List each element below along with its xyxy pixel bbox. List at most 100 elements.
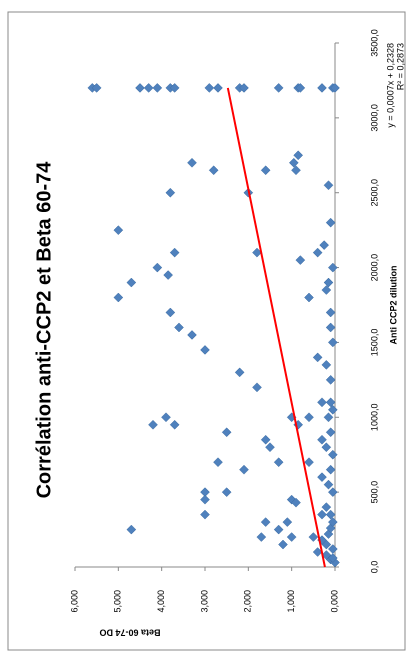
data-point bbox=[319, 240, 330, 250]
data-point bbox=[325, 217, 336, 228]
y-tick-label: 5,000 bbox=[113, 590, 123, 613]
x-tick-label: 2000,0 bbox=[369, 254, 379, 282]
x-tick-label: 2500,0 bbox=[369, 179, 379, 207]
data-point bbox=[152, 83, 163, 93]
data-point bbox=[312, 547, 323, 557]
data-point bbox=[321, 285, 332, 295]
data-point bbox=[213, 457, 223, 468]
data-point bbox=[304, 292, 314, 303]
data-point bbox=[187, 157, 197, 168]
data-point bbox=[152, 262, 163, 273]
data-point bbox=[312, 352, 323, 363]
data-point bbox=[273, 457, 284, 468]
data-point bbox=[200, 487, 210, 497]
y-tick-label: 0,000 bbox=[329, 590, 339, 613]
trend-r-squared: R² = 0,2873 bbox=[395, 43, 405, 90]
data-point bbox=[161, 412, 171, 423]
data-point bbox=[327, 404, 338, 415]
data-point bbox=[327, 487, 338, 497]
data-point bbox=[278, 539, 288, 550]
data-point bbox=[260, 434, 271, 445]
data-point bbox=[327, 553, 338, 563]
chart-title: Corrélation anti-CCP2 et Beta 60-74 bbox=[33, 161, 55, 499]
data-point bbox=[208, 165, 219, 176]
data-point bbox=[91, 83, 102, 93]
x-axis-title: Anti CCP2 dilution bbox=[388, 266, 398, 345]
data-point bbox=[304, 412, 314, 423]
data-point bbox=[265, 442, 275, 453]
data-point bbox=[126, 524, 137, 535]
data-point bbox=[317, 397, 327, 408]
data-point bbox=[288, 157, 299, 168]
data-point bbox=[273, 83, 284, 93]
data-point bbox=[325, 322, 336, 333]
data-point bbox=[260, 165, 271, 176]
data-point bbox=[312, 247, 323, 258]
data-point bbox=[169, 419, 180, 430]
data-point bbox=[234, 367, 245, 378]
data-point bbox=[273, 524, 284, 535]
data-point bbox=[239, 464, 249, 475]
data-point bbox=[321, 442, 332, 453]
data-point bbox=[325, 375, 336, 385]
data-point bbox=[295, 83, 306, 93]
x-tick-label: 1500,0 bbox=[369, 329, 379, 357]
data-point bbox=[321, 360, 332, 370]
y-tick-label: 6,000 bbox=[69, 590, 79, 613]
data-point bbox=[174, 322, 184, 333]
data-point bbox=[165, 187, 176, 198]
data-point bbox=[200, 494, 210, 505]
trend-line bbox=[226, 87, 326, 568]
data-point bbox=[317, 472, 327, 483]
data-point bbox=[135, 83, 145, 93]
data-point bbox=[295, 255, 306, 265]
data-point bbox=[260, 517, 271, 527]
chart-border bbox=[7, 11, 406, 651]
data-point bbox=[286, 532, 297, 542]
data-point bbox=[282, 517, 293, 527]
data-point bbox=[317, 434, 327, 445]
data-point bbox=[169, 247, 180, 258]
data-point bbox=[317, 83, 327, 93]
data-point bbox=[221, 427, 232, 438]
data-point bbox=[323, 479, 334, 490]
data-point bbox=[321, 502, 332, 512]
data-point bbox=[293, 150, 304, 161]
x-tick-label: 500,0 bbox=[369, 481, 379, 504]
data-point bbox=[113, 225, 124, 235]
y-tick-label: 3,000 bbox=[199, 590, 209, 613]
data-point bbox=[323, 277, 334, 288]
y-axis-title: Beta 60-74 DO bbox=[99, 628, 160, 638]
data-point bbox=[327, 337, 338, 348]
data-point bbox=[325, 464, 336, 475]
data-point bbox=[325, 397, 336, 408]
data-point bbox=[323, 180, 334, 191]
data-point bbox=[163, 270, 174, 280]
y-tick-label: 4,000 bbox=[156, 590, 166, 613]
data-point bbox=[200, 509, 210, 520]
data-point bbox=[126, 277, 137, 288]
x-tick-label: 3000,0 bbox=[369, 104, 379, 132]
x-tick-label: 1000,0 bbox=[369, 404, 379, 432]
data-point bbox=[327, 517, 338, 527]
data-point bbox=[113, 292, 124, 303]
x-tick-label: 3500,0 bbox=[369, 29, 379, 57]
data-point bbox=[317, 509, 327, 520]
data-point bbox=[213, 83, 223, 93]
data-point bbox=[239, 83, 249, 93]
data-point bbox=[148, 419, 158, 430]
data-point bbox=[256, 532, 267, 542]
data-point bbox=[252, 382, 262, 393]
data-point bbox=[169, 83, 180, 93]
data-point bbox=[308, 532, 319, 542]
data-point bbox=[304, 457, 314, 468]
data-point bbox=[327, 449, 338, 460]
data-point bbox=[325, 509, 336, 520]
data-point bbox=[143, 83, 154, 93]
data-point bbox=[325, 307, 336, 318]
data-point bbox=[325, 427, 336, 438]
data-point bbox=[221, 487, 232, 497]
data-point bbox=[291, 497, 301, 508]
